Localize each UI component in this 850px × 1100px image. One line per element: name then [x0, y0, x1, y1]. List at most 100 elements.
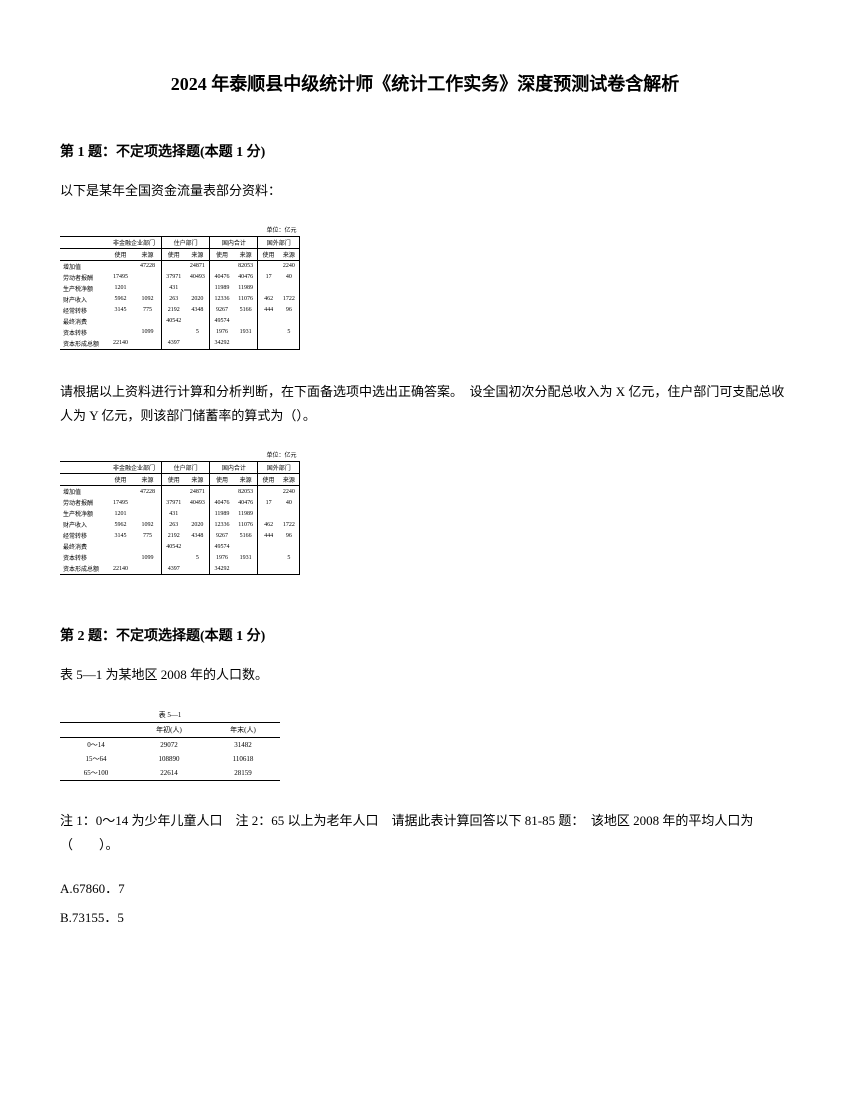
- row-label: 资本形成总额: [60, 338, 107, 350]
- row-label: 财产收入: [60, 294, 107, 305]
- cell: [210, 260, 234, 272]
- cell: [162, 552, 186, 563]
- page-title: 2024 年泰顺县中级统计师《统计工作实务》深度预测试卷含解析: [60, 70, 790, 96]
- cell: [162, 260, 186, 272]
- cell: 40: [279, 272, 300, 283]
- row-label: 最终消费: [60, 541, 107, 552]
- row-label: 资本形成总额: [60, 563, 107, 575]
- cell: 17495: [107, 272, 134, 283]
- cell: 40493: [186, 272, 210, 283]
- cell: 4348: [186, 530, 210, 541]
- cell: 2192: [162, 530, 186, 541]
- cell: 11989: [234, 508, 258, 519]
- col-sub: 使用: [107, 248, 134, 260]
- q2-table: 表 5—1年初(人)年末(人)0～14290723148215～64108890…: [60, 708, 280, 781]
- cell: [134, 316, 162, 327]
- cell: 1931: [234, 552, 258, 563]
- row-label: 增加值: [60, 486, 107, 498]
- cell: 28159: [206, 766, 280, 781]
- cell: [258, 508, 279, 519]
- col-sub: 来源: [134, 248, 162, 260]
- cell: [258, 552, 279, 563]
- cell: 40493: [186, 497, 210, 508]
- col-group: 非金融企业部门: [107, 236, 161, 248]
- cell: [134, 283, 162, 294]
- col-group: 国外部门: [258, 462, 300, 474]
- cell: 1099: [134, 552, 162, 563]
- cell: [234, 563, 258, 575]
- q2-option-a: A.67860．7: [60, 878, 790, 897]
- col-group: 非金融企业部门: [107, 462, 161, 474]
- cell: [258, 316, 279, 327]
- cell: 110618: [206, 752, 280, 766]
- col-sub: 使用: [162, 248, 186, 260]
- q2-option-b: B.73155．5: [60, 907, 790, 926]
- cell: 5166: [234, 305, 258, 316]
- q1-table-2: 单位：亿元非金融企业部门住户部门国内合计国外部门使用来源使用来源使用来源使用来源…: [60, 449, 790, 575]
- cell: 1201: [107, 508, 134, 519]
- q1-instruction: 请根据以上资料进行计算和分析判断，在下面备选项中选出正确答案。 设全国初次分配总…: [60, 380, 790, 429]
- col-sub: 使用: [162, 474, 186, 486]
- cell: [107, 327, 134, 338]
- cell: 82053: [234, 486, 258, 498]
- cell: 775: [134, 530, 162, 541]
- cell: [186, 508, 210, 519]
- col-sub: 来源: [186, 474, 210, 486]
- row-label: 15～64: [60, 752, 132, 766]
- cell: 2020: [186, 519, 210, 530]
- cell: [107, 316, 134, 327]
- row-label: 65～100: [60, 766, 132, 781]
- row-label: 劳动者报酬: [60, 272, 107, 283]
- cell: 3145: [107, 530, 134, 541]
- cell: 40: [279, 497, 300, 508]
- col-sub: 使用: [210, 248, 234, 260]
- question-2: 第 2 题：不定项选择题(本题 1 分) 表 5—1 为某地区 2008 年的人…: [60, 625, 790, 926]
- cell: 40476: [234, 497, 258, 508]
- col-group: 国内合计: [210, 462, 258, 474]
- cell: 3145: [107, 305, 134, 316]
- cell: 22140: [107, 563, 134, 575]
- cell: [258, 486, 279, 498]
- cell: 17: [258, 497, 279, 508]
- cell: 5: [279, 327, 300, 338]
- cell: 11989: [210, 283, 234, 294]
- q2-intro: 表 5—1 为某地区 2008 年的人口数。: [60, 663, 790, 688]
- row-label: 生产税净额: [60, 283, 107, 294]
- col-group: 住户部门: [162, 462, 210, 474]
- cell: [279, 541, 300, 552]
- cell: 5962: [107, 519, 134, 530]
- cell: 1092: [134, 519, 162, 530]
- row-label: 资本转移: [60, 327, 107, 338]
- cell: 24871: [186, 486, 210, 498]
- cell: 2240: [279, 260, 300, 272]
- col-sub: 使用: [258, 248, 279, 260]
- cell: 17: [258, 272, 279, 283]
- cell: [258, 327, 279, 338]
- cell: [186, 283, 210, 294]
- table-caption: 表 5—1: [60, 708, 280, 723]
- cell: [279, 508, 300, 519]
- col-header: 年末(人): [206, 722, 280, 737]
- cell: [107, 260, 134, 272]
- cell: 1931: [234, 327, 258, 338]
- cell: [279, 563, 300, 575]
- row-label: 最终消费: [60, 316, 107, 327]
- cell: 431: [162, 508, 186, 519]
- cell: 431: [162, 283, 186, 294]
- cell: [234, 316, 258, 327]
- col-sub: 来源: [279, 474, 300, 486]
- cell: [134, 563, 162, 575]
- row-label: 生产税净额: [60, 508, 107, 519]
- cell: 5166: [234, 530, 258, 541]
- col-header: 年初(人): [132, 722, 206, 737]
- cell: 263: [162, 519, 186, 530]
- col-group: 住户部门: [162, 236, 210, 248]
- col-sub: 使用: [258, 474, 279, 486]
- cell: 4397: [162, 338, 186, 350]
- cell: 37971: [162, 272, 186, 283]
- cell: 5: [279, 552, 300, 563]
- col-sub: 来源: [234, 248, 258, 260]
- cell: 22614: [132, 766, 206, 781]
- cell: 82053: [234, 260, 258, 272]
- cell: [134, 541, 162, 552]
